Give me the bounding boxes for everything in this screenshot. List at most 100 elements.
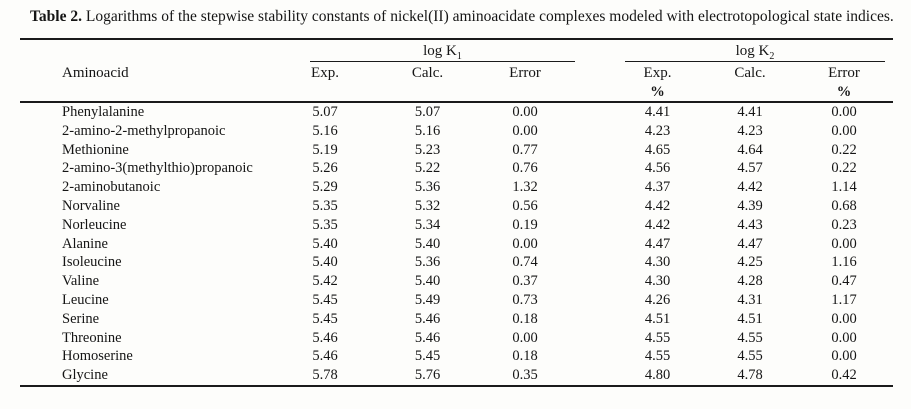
cell-k2-exp: 4.51 [644, 310, 671, 327]
column-gap [575, 141, 610, 160]
pct-spacer [20, 84, 270, 103]
group-logk2-cell: log K2 [610, 39, 893, 62]
cell-k2-calc: 4.47 [737, 235, 763, 252]
cell-k2-exp: 4.80 [644, 367, 671, 384]
cell-k1-exp: 5.42 [312, 273, 338, 290]
cell-k2-error: 0.00 [831, 348, 857, 365]
cell-k2-calc: 4.43 [737, 216, 763, 233]
table-row: Homoserine 5.46 5.45 0.18 4.55 4.55 0.00 [20, 347, 893, 366]
cell-aminoacid: Threonine [62, 329, 122, 346]
header-k2-error-percent: % [795, 84, 894, 103]
header-k1-calc: Calc. [411, 64, 444, 81]
cell-k1-calc: 5.46 [414, 329, 441, 346]
table-row: Valine 5.42 5.40 0.37 4.30 4.28 0.47 [20, 272, 893, 291]
group-logk2-label: log K2 [625, 41, 886, 62]
cell-k1-calc: 5.40 [414, 273, 441, 290]
table-row: Alanine 5.40 5.40 0.00 4.47 4.47 0.00 [20, 235, 893, 254]
column-gap [575, 197, 610, 216]
cell-k2-calc: 4.57 [737, 160, 763, 177]
header-k2-calc: Calc. [734, 64, 766, 81]
cell-aminoacid: Homoserine [62, 348, 133, 365]
cell-aminoacid: Valine [62, 273, 100, 290]
cell-k2-calc: 4.25 [737, 254, 763, 271]
cell-k1-calc: 5.49 [414, 291, 441, 308]
cell-k1-error: 0.76 [512, 160, 538, 177]
cell-k1-error: 0.00 [512, 329, 538, 346]
cell-k2-exp: 4.41 [644, 104, 671, 120]
group-gap [575, 39, 610, 62]
cell-k2-exp: 4.42 [644, 216, 671, 233]
cell-k2-error: 1.14 [831, 179, 857, 196]
cell-k2-exp: 4.30 [644, 254, 671, 271]
cell-k1-calc: 5.23 [414, 141, 441, 158]
cell-k1-calc: 5.32 [414, 197, 441, 214]
cell-aminoacid: Phenylalanine [62, 104, 145, 120]
header-aminoacid: Aminoacid [62, 64, 129, 81]
cell-k1-calc: 5.40 [414, 235, 441, 252]
cell-k1-error: 0.18 [512, 310, 538, 327]
table-row: Serine 5.45 5.46 0.18 4.51 4.51 0.00 [20, 310, 893, 329]
cell-k1-exp: 5.46 [312, 329, 338, 346]
cell-k2-calc: 4.28 [737, 273, 763, 290]
cell-k2-exp: 4.23 [644, 122, 671, 139]
data-table-wrapper: log K1 log K2 Aminoacid Exp. Calc. Error… [20, 38, 894, 387]
cell-k1-calc: 5.34 [414, 216, 441, 233]
pct-spacer [380, 84, 475, 103]
cell-k1-error: 1.32 [512, 179, 538, 196]
logk2-text: log K [735, 43, 770, 59]
table-row: 2-amino-2-methylpropanoic 5.16 5.16 0.00 4.2… [20, 122, 893, 141]
column-header-row: Aminoacid Exp. Calc. Error Exp. Calc. Er… [20, 62, 893, 84]
cell-k2-calc: 4.41 [737, 104, 763, 120]
cell-k1-error: 0.00 [512, 104, 538, 120]
table-row: Glycine 5.78 5.76 0.35 4.80 4.78 0.42 [20, 366, 893, 386]
table-row: Norleucine 5.35 5.34 0.19 4.42 4.43 0.23 [20, 216, 893, 235]
cell-k2-exp: 4.26 [644, 291, 671, 308]
cell-k2-calc: 4.78 [737, 367, 763, 384]
header-k2-error: Error [828, 64, 860, 81]
table-row: Methionine 5.19 5.23 0.77 4.65 4.64 0.22 [20, 141, 893, 160]
cell-aminoacid: 2-amino-3(methylthio)propanoic [62, 160, 253, 177]
cell-k1-error: 0.35 [512, 367, 538, 384]
cell-k1-calc: 5.07 [414, 104, 441, 120]
column-gap [575, 366, 610, 386]
cell-k2-error: 0.00 [831, 122, 857, 139]
column-gap [575, 122, 610, 141]
cell-aminoacid: Isoleucine [62, 254, 122, 271]
header-k2-exp: Exp. [643, 64, 672, 81]
column-gap [575, 329, 610, 348]
pct-spacer [270, 84, 380, 103]
cell-k2-calc: 4.42 [737, 179, 763, 196]
pct-spacer [705, 84, 795, 103]
cell-aminoacid: 2-aminobutanoic [62, 179, 161, 196]
cell-k2-error: 0.23 [831, 216, 857, 233]
header-gap [575, 62, 610, 84]
table-row: 2-aminobutanoic 5.29 5.36 1.32 4.37 4.42 1.14 [20, 178, 893, 197]
table-header: log K1 log K2 Aminoacid Exp. Calc. Error… [20, 39, 894, 103]
column-gap [575, 272, 610, 291]
cell-k1-exp: 5.46 [312, 348, 338, 365]
cell-k2-error: 0.22 [831, 141, 857, 158]
cell-k1-calc: 5.76 [414, 367, 441, 384]
cell-k2-calc: 4.51 [737, 310, 763, 327]
header-k2-exp-percent: % [610, 84, 705, 103]
cell-aminoacid: Leucine [62, 291, 109, 308]
cell-aminoacid: Serine [62, 310, 100, 327]
cell-k1-exp: 5.78 [312, 367, 338, 384]
cell-k2-exp: 4.65 [644, 141, 671, 158]
column-gap [575, 159, 610, 178]
cell-k1-exp: 5.26 [312, 160, 338, 177]
pct-spacer [475, 84, 575, 103]
cell-k1-error: 0.18 [512, 348, 538, 365]
cell-k1-error: 0.77 [512, 141, 538, 158]
cell-k1-exp: 5.40 [312, 235, 338, 252]
cell-k2-calc: 4.55 [737, 329, 763, 346]
cell-k2-exp: 4.37 [644, 179, 671, 196]
cell-k1-exp: 5.45 [312, 291, 338, 308]
cell-k2-error: 0.00 [831, 104, 857, 120]
logk2-subscript: 2 [769, 51, 775, 62]
cell-k1-exp: 5.45 [312, 310, 338, 327]
cell-aminoacid: Alanine [62, 235, 108, 252]
header-k1-error: Error [509, 64, 541, 81]
cell-k2-error: 0.68 [831, 197, 857, 214]
